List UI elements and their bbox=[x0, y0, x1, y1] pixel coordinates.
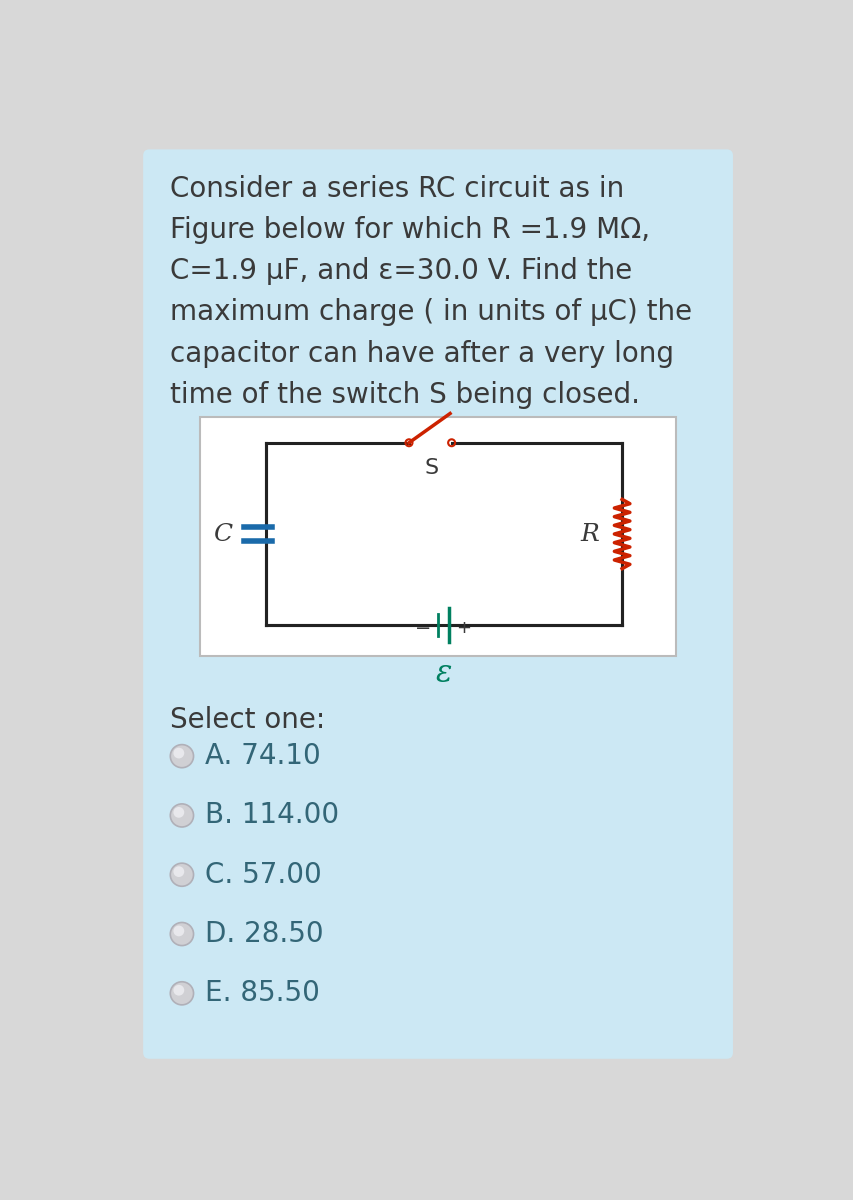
Text: ε: ε bbox=[435, 658, 451, 689]
Text: R: R bbox=[579, 522, 598, 546]
Circle shape bbox=[173, 748, 184, 758]
Text: C. 57.00: C. 57.00 bbox=[205, 860, 322, 889]
FancyBboxPatch shape bbox=[143, 149, 732, 1058]
Circle shape bbox=[173, 925, 184, 936]
Text: Select one:: Select one: bbox=[170, 706, 325, 734]
Text: C: C bbox=[213, 522, 232, 546]
Circle shape bbox=[170, 982, 194, 1004]
Circle shape bbox=[170, 744, 194, 768]
Circle shape bbox=[170, 863, 194, 887]
Circle shape bbox=[170, 804, 194, 827]
Circle shape bbox=[173, 806, 184, 817]
Circle shape bbox=[173, 985, 184, 996]
Circle shape bbox=[173, 866, 184, 877]
Text: D. 28.50: D. 28.50 bbox=[205, 920, 323, 948]
Text: B. 114.00: B. 114.00 bbox=[205, 802, 339, 829]
Text: −: − bbox=[415, 619, 431, 638]
Bar bbox=[200, 418, 675, 656]
Text: Consider a series RC circuit as in
Figure below for which R =1.9 MΩ,
C=1.9 μF, a: Consider a series RC circuit as in Figur… bbox=[170, 175, 692, 409]
Text: E. 85.50: E. 85.50 bbox=[205, 979, 320, 1007]
Text: A. 74.10: A. 74.10 bbox=[205, 742, 321, 770]
Text: +: + bbox=[456, 619, 471, 637]
Text: S: S bbox=[424, 458, 438, 478]
Circle shape bbox=[170, 923, 194, 946]
